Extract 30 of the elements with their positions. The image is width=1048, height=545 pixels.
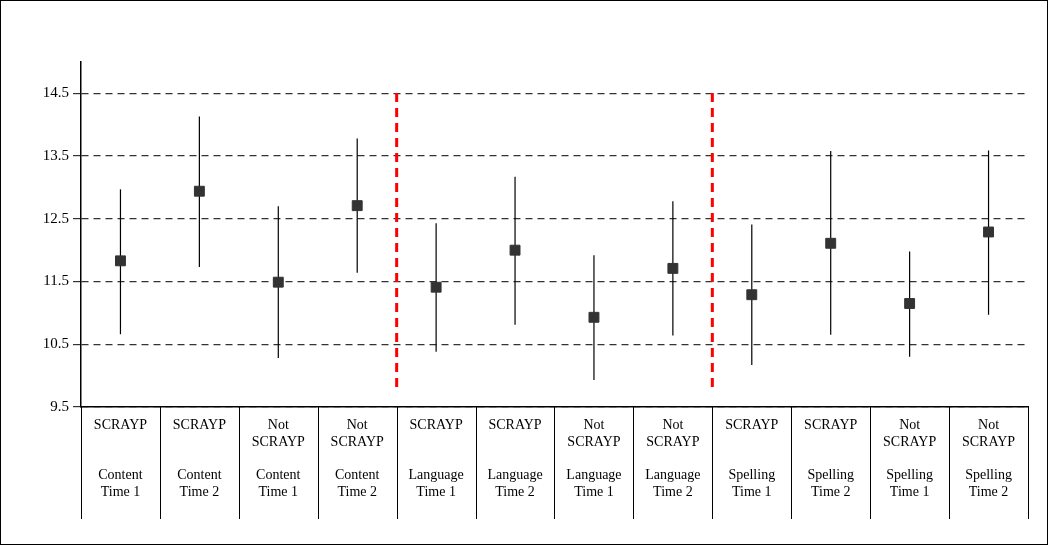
category-label: Not SCRAYP Content Time 2 [330,417,384,500]
y-tick-label: 14.5 [42,84,69,101]
point [588,311,600,323]
point [115,255,126,267]
category-label: SCRAYP Language Time 2 [487,417,543,500]
point [509,244,521,256]
category-label: Not SCRAYP Spelling Time 1 [883,417,937,500]
category-label: Not SCRAYP Language Time 2 [645,417,701,500]
category-label: SCRAYP Spelling Time 2 [804,417,858,500]
category-label: SCRAYP Content Time 2 [172,417,226,500]
y-tick-label: 11.5 [43,272,69,289]
category-label: Not SCRAYP Language Time 1 [566,417,622,500]
y-tick-label: 9.5 [50,397,69,414]
point [667,262,679,274]
point [825,237,837,249]
category-label: SCRAYP Spelling Time 1 [725,417,779,500]
point [193,185,205,197]
point [272,276,284,288]
point [351,200,363,212]
category-label: SCRAYP Language Time 1 [408,417,464,500]
point [904,298,916,309]
category-label: SCRAYP Content Time 1 [93,417,148,500]
point [430,281,442,293]
category-label: Not SCRAYP Content Time 1 [251,417,305,500]
category-label: Not SCRAYP Spelling Time 2 [961,417,1016,500]
y-tick-label: 10.5 [42,335,69,352]
point [746,289,758,301]
point [983,226,994,238]
y-tick-label: 12.5 [42,209,69,226]
y-tick-label: 13.5 [42,147,69,164]
